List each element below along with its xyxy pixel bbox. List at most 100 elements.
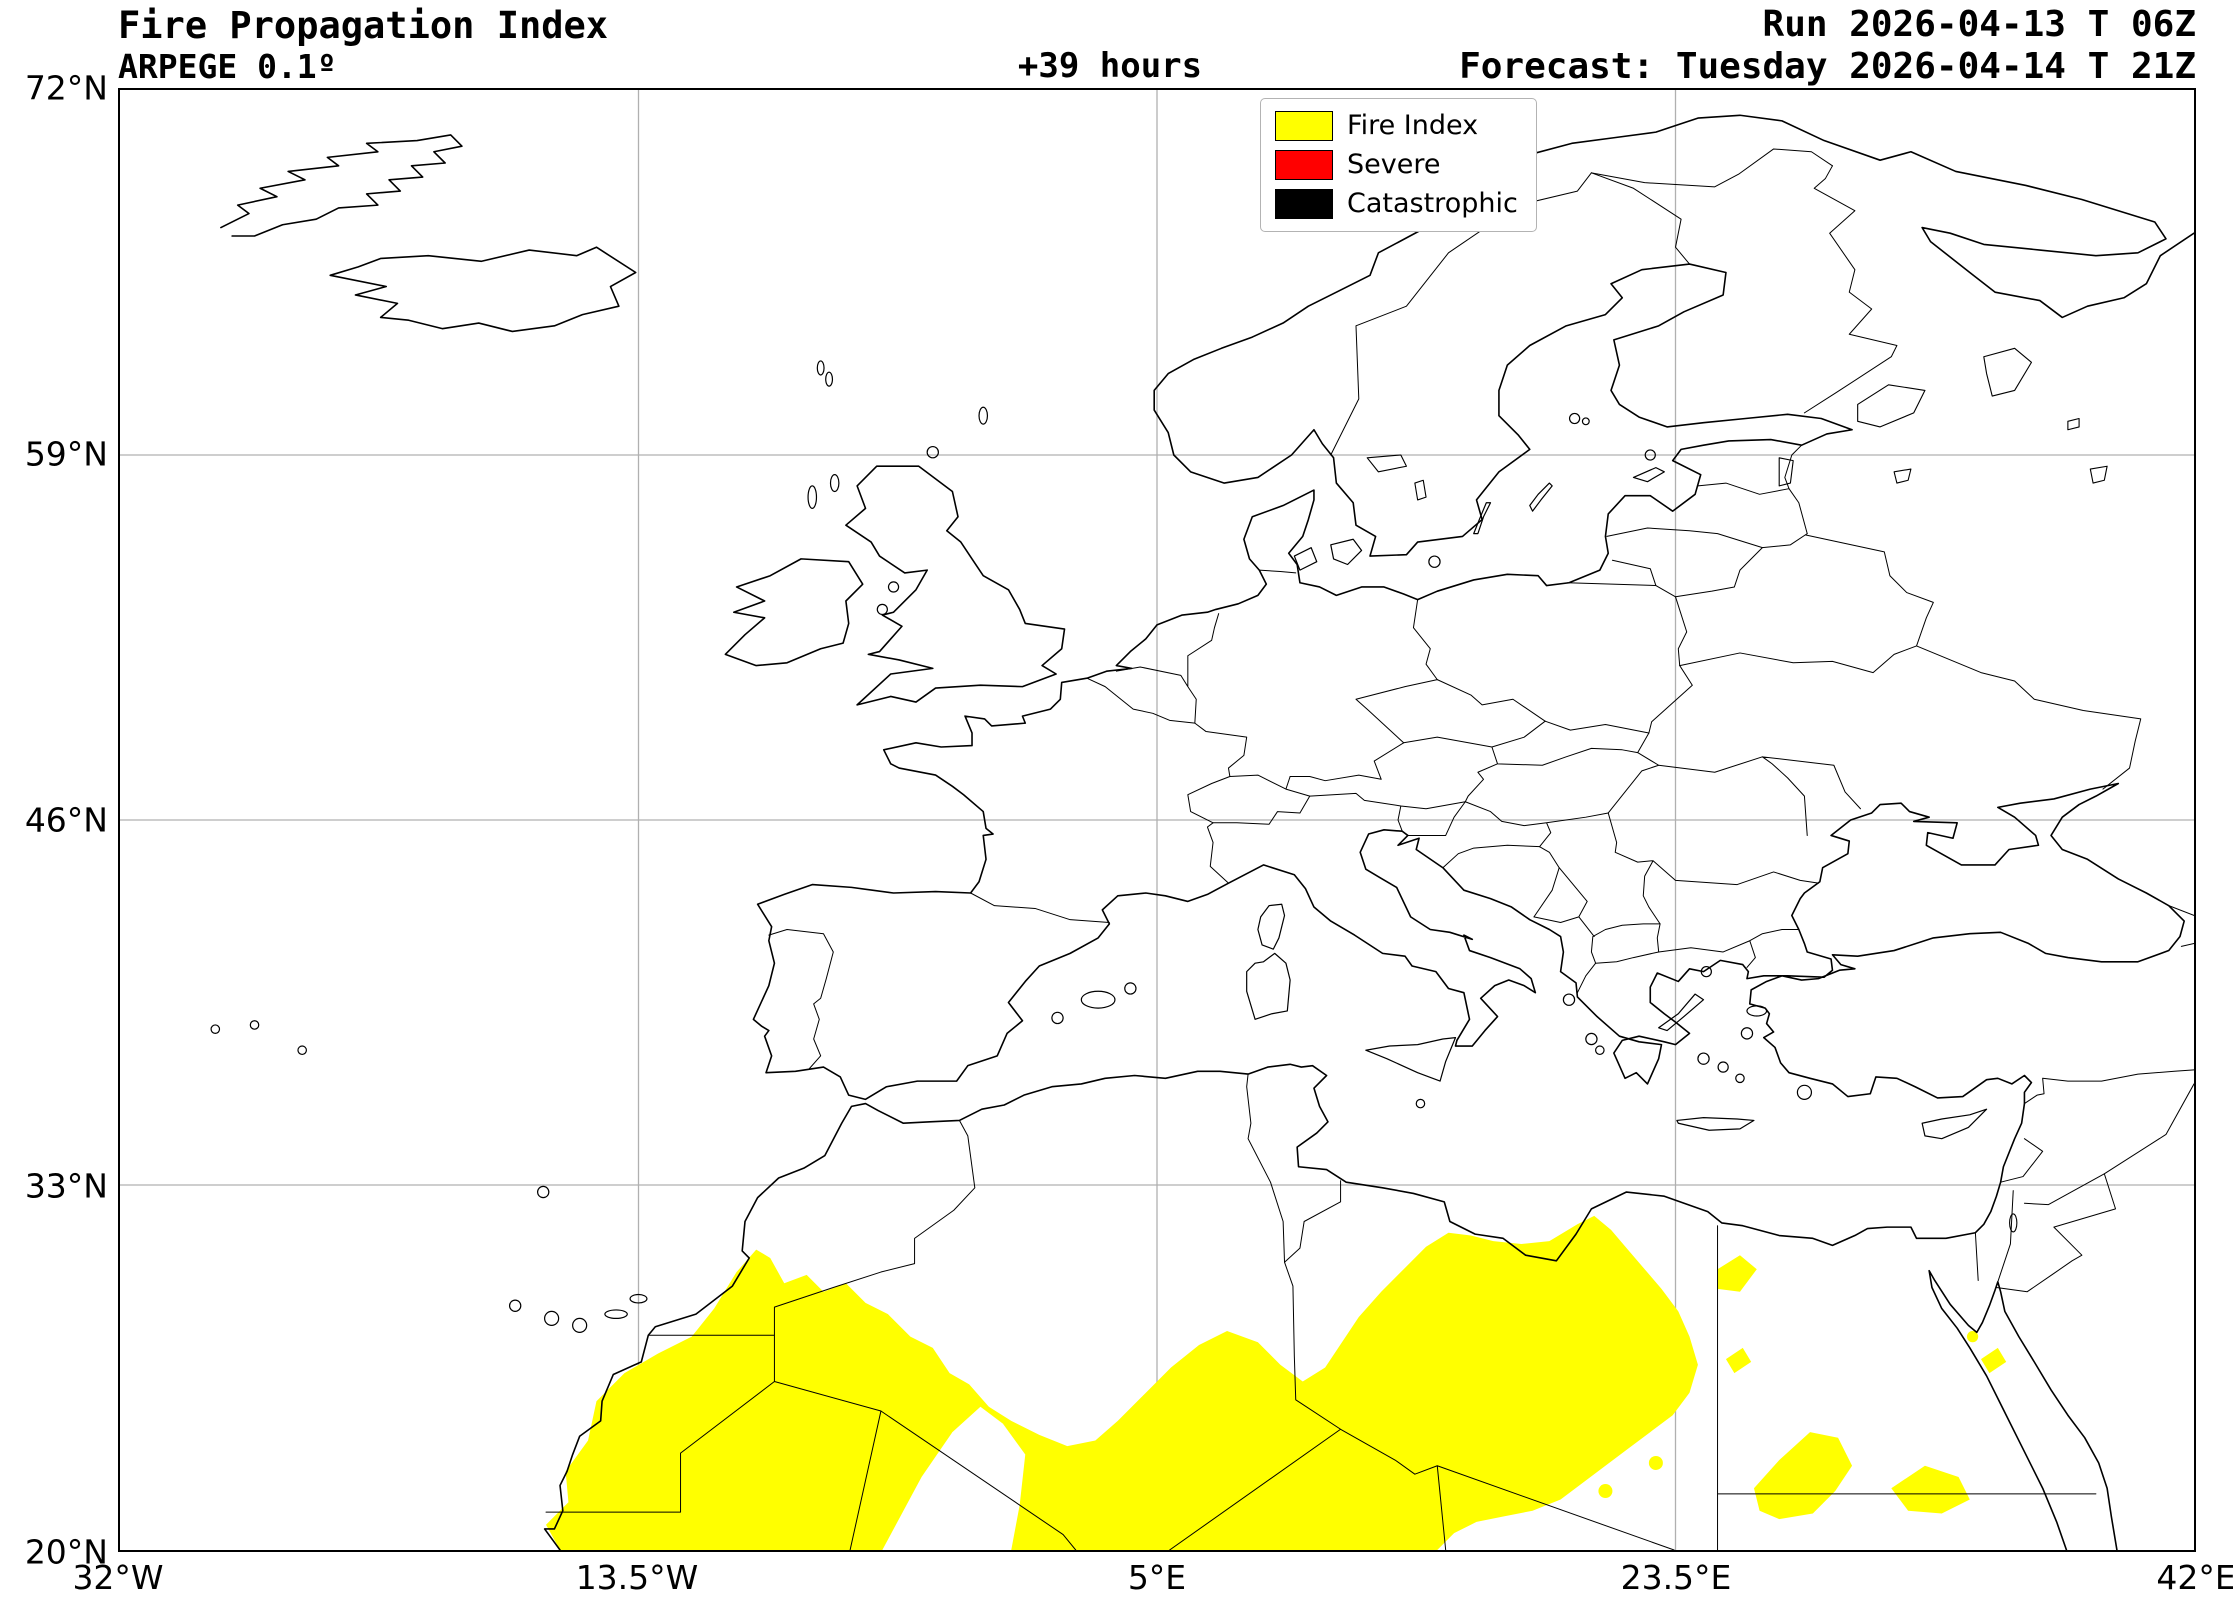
menorca-island bbox=[1125, 983, 1136, 994]
border-czech-slovakia bbox=[1492, 721, 1545, 747]
border-algeria-libya-niger-chad bbox=[1170, 1262, 1674, 1550]
canary-island bbox=[573, 1318, 587, 1332]
euboea-island bbox=[1659, 994, 1704, 1031]
border-france-northeast bbox=[1087, 678, 1247, 776]
legend-label-severe: Severe bbox=[1347, 149, 1441, 180]
border-hungary-romania-ukraine bbox=[1608, 733, 1762, 813]
fire-clear-notch bbox=[882, 1406, 1026, 1550]
malta-island bbox=[1416, 1099, 1424, 1107]
border-poland-czech bbox=[1437, 680, 1545, 722]
aland-islands bbox=[1582, 418, 1589, 425]
fire-speck bbox=[1966, 1331, 1979, 1343]
greenland-coast-fragment bbox=[221, 135, 462, 236]
isle-of-man bbox=[889, 582, 899, 592]
kefalonia-island bbox=[1586, 1033, 1597, 1044]
border-latvia-russia bbox=[1789, 489, 1807, 534]
red-sea-coastline bbox=[1929, 1271, 2117, 1550]
border-morocco-algeria-sahara bbox=[546, 1120, 1076, 1550]
europe-map bbox=[120, 90, 2194, 1550]
anglesey-island bbox=[877, 604, 887, 614]
country-borders-layer bbox=[546, 149, 2194, 1550]
border-russia-georgia bbox=[2169, 906, 2194, 947]
azores-island bbox=[211, 1025, 219, 1033]
map-plot-area: Fire Index Severe Catastrophic bbox=[118, 88, 2196, 1552]
ytick-33n: 33°N bbox=[24, 1166, 108, 1206]
border-turkey-syria-levant bbox=[1975, 1070, 2194, 1292]
border-latvia-lithuania bbox=[1607, 528, 1763, 548]
border-benelux-germany bbox=[1116, 614, 1218, 724]
orkney-islands bbox=[927, 447, 938, 458]
border-germany-austria bbox=[1290, 743, 1404, 781]
fire-speck bbox=[1557, 1462, 1575, 1480]
lake-peipus bbox=[1779, 458, 1793, 486]
hebrides-islands bbox=[830, 475, 838, 492]
ibiza-island bbox=[1052, 1012, 1063, 1023]
border-baltics-belarus bbox=[1676, 534, 1808, 597]
page-title: Fire Propagation Index bbox=[118, 4, 609, 47]
xtick-23-5e: 23.5°E bbox=[1620, 1558, 1732, 1597]
madeira-island bbox=[538, 1186, 549, 1197]
zealand-island bbox=[1331, 539, 1362, 564]
xtick-13-5w: 13.5°W bbox=[575, 1558, 699, 1597]
fire-region-west-egypt bbox=[1725, 1347, 1752, 1374]
severe-swatch bbox=[1275, 150, 1333, 180]
fire-region-egypt-south bbox=[1891, 1465, 1970, 1514]
legend-item-fire-index: Fire Index bbox=[1275, 111, 1518, 141]
rhodes-island bbox=[1797, 1085, 1811, 1099]
faroe-islands bbox=[826, 372, 833, 386]
canary-island bbox=[510, 1300, 521, 1311]
mallorca-island bbox=[1081, 991, 1115, 1008]
great-britain-coastline bbox=[846, 466, 1065, 705]
lake-vattern bbox=[1415, 480, 1426, 500]
fire-speck bbox=[1512, 1479, 1530, 1497]
ireland-coastline bbox=[725, 559, 862, 666]
border-austria-italy-slovenia bbox=[1310, 793, 1466, 831]
lesbos-island bbox=[1747, 1006, 1767, 1016]
border-kaliningrad bbox=[1568, 560, 1656, 585]
catastrophic-swatch bbox=[1275, 189, 1333, 219]
iceland-coastline bbox=[330, 247, 635, 331]
zakynthos-island bbox=[1596, 1046, 1604, 1054]
canary-island bbox=[545, 1311, 559, 1325]
border-croatia-hungary-serbia bbox=[1465, 802, 1608, 847]
aegean-island bbox=[1736, 1074, 1744, 1082]
crete-island bbox=[1677, 1118, 1754, 1131]
ytick-20n: 20°N bbox=[24, 1532, 108, 1572]
bornholm-island bbox=[1429, 556, 1440, 567]
ytick-46n: 46°N bbox=[24, 800, 108, 840]
islands-layer bbox=[211, 199, 1987, 1332]
border-poland-belarus bbox=[1676, 597, 1687, 666]
fire-region-libya-egypt-border bbox=[1717, 1255, 1757, 1292]
sicily-island bbox=[1366, 1038, 1456, 1082]
border-estonia-russia bbox=[1785, 445, 1802, 489]
border-germany-poland bbox=[1413, 600, 1437, 680]
border-slovakia-hungary-austria bbox=[1465, 747, 1637, 802]
saaremaa-island bbox=[1633, 468, 1664, 482]
xtick-32w: 32°W bbox=[72, 1558, 164, 1597]
border-france-spain bbox=[971, 893, 1110, 922]
run-timestamp: Run 2026-04-13 T 06Z bbox=[1762, 4, 2196, 45]
border-poland-lithuania bbox=[1656, 586, 1676, 597]
fire-region-redsea-coast bbox=[1980, 1347, 2007, 1374]
border-denmark-germany bbox=[1259, 570, 1295, 573]
lake-onega bbox=[1984, 348, 2032, 396]
lake-rybinsk bbox=[2090, 466, 2107, 483]
legend-item-severe: Severe bbox=[1275, 150, 1518, 180]
funen-island bbox=[1294, 548, 1316, 570]
azores-island bbox=[298, 1046, 306, 1054]
xtick-42e: 42°E bbox=[2156, 1558, 2233, 1597]
faroe-islands bbox=[817, 361, 824, 375]
aegean-island bbox=[1698, 1053, 1709, 1064]
legend: Fire Index Severe Catastrophic bbox=[1260, 98, 1537, 232]
fire-speck bbox=[1648, 1455, 1663, 1470]
border-montenegro-albania bbox=[1534, 868, 1594, 937]
lakes-layer bbox=[1367, 348, 2107, 1232]
border-moldova bbox=[1762, 757, 1860, 836]
border-poland-slovakia bbox=[1545, 721, 1649, 733]
fire-speck bbox=[1598, 1484, 1613, 1499]
border-france-italy bbox=[1207, 823, 1228, 883]
border-ukraine-belarus bbox=[1680, 646, 1917, 673]
border-ukraine-russia bbox=[1917, 646, 2141, 789]
lake-beloye bbox=[2068, 419, 2079, 430]
